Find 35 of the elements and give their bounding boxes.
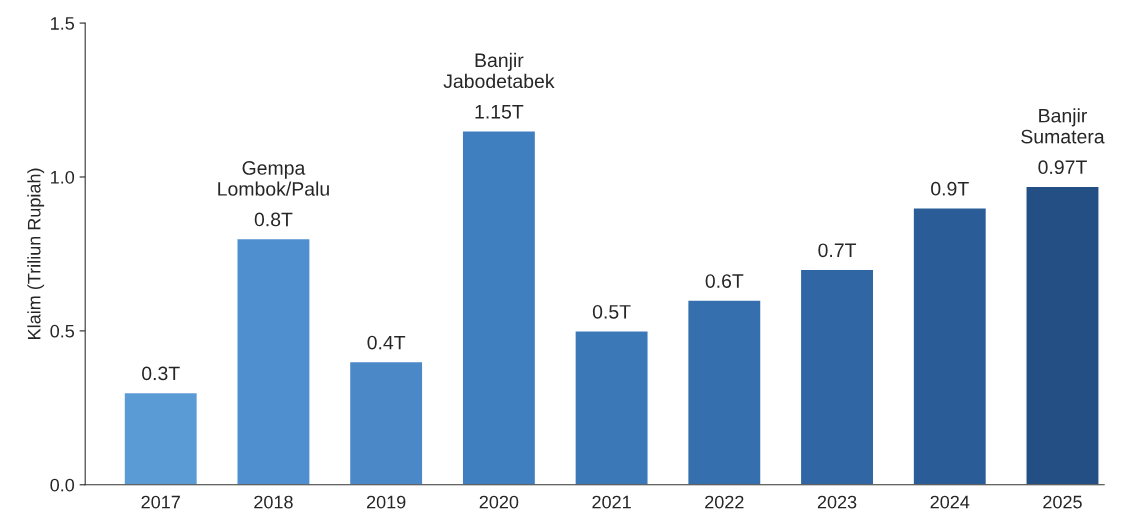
- x-tick-label: 2024: [930, 495, 970, 509]
- bar: [123, 391, 199, 485]
- y-tick-label: 1.0: [51, 170, 75, 184]
- data-label: 0.5T: [592, 304, 631, 319]
- y-tick-label: 1.5: [51, 17, 75, 30]
- x-tick-label: 2021: [592, 495, 631, 509]
- data-label: 0.9T: [931, 181, 969, 196]
- annotation: Banjir Sumatera: [1021, 108, 1105, 144]
- bar: [236, 237, 311, 485]
- bar: [1025, 185, 1100, 485]
- y-tick-label: 0.0: [50, 478, 75, 492]
- data-label: 1.15T: [475, 105, 524, 119]
- y-axis-title: Klaim (Triliun Rupiah): [27, 168, 45, 339]
- annotation: Banjir Jabodetabek: [443, 52, 555, 89]
- x-tick-label: 2020: [479, 495, 519, 509]
- bar: [912, 207, 988, 485]
- data-label: 0.8T: [254, 212, 293, 227]
- x-tick-label: 2023: [817, 495, 857, 509]
- bar: [686, 299, 762, 485]
- y-tick-label: 0.5: [50, 324, 75, 338]
- data-label: 0.7T: [818, 243, 857, 258]
- x-tick-label: 2018: [254, 495, 293, 509]
- data-label: 0.6T: [705, 274, 744, 288]
- bar: [574, 330, 649, 485]
- data-label: 0.97T: [1038, 160, 1087, 175]
- bar: [348, 360, 424, 485]
- x-tick-label: 2019: [366, 495, 406, 509]
- data-label: 0.3T: [142, 366, 180, 381]
- annotation: Gempa Lombok/Palu: [218, 161, 329, 196]
- x-tick-label: 2025: [1043, 495, 1082, 509]
- x-tick-label: 2022: [705, 495, 744, 509]
- data-label: 0.4T: [367, 335, 406, 350]
- bar: [799, 268, 875, 485]
- x-tick-label: 2017: [141, 495, 180, 509]
- bar: [461, 130, 537, 485]
